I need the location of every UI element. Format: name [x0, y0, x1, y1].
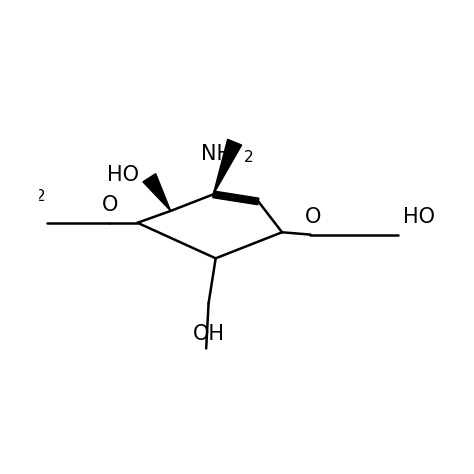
FancyBboxPatch shape — [0, 185, 38, 261]
Text: 2: 2 — [244, 150, 254, 165]
Polygon shape — [143, 173, 171, 211]
Text: HO: HO — [403, 207, 435, 227]
Text: HO: HO — [107, 165, 139, 185]
Polygon shape — [213, 139, 242, 194]
Text: O: O — [305, 207, 321, 227]
Text: 2: 2 — [36, 189, 45, 204]
Text: O: O — [102, 195, 118, 215]
Polygon shape — [213, 191, 259, 205]
Text: NH: NH — [201, 144, 232, 164]
Text: OH: OH — [192, 324, 225, 344]
